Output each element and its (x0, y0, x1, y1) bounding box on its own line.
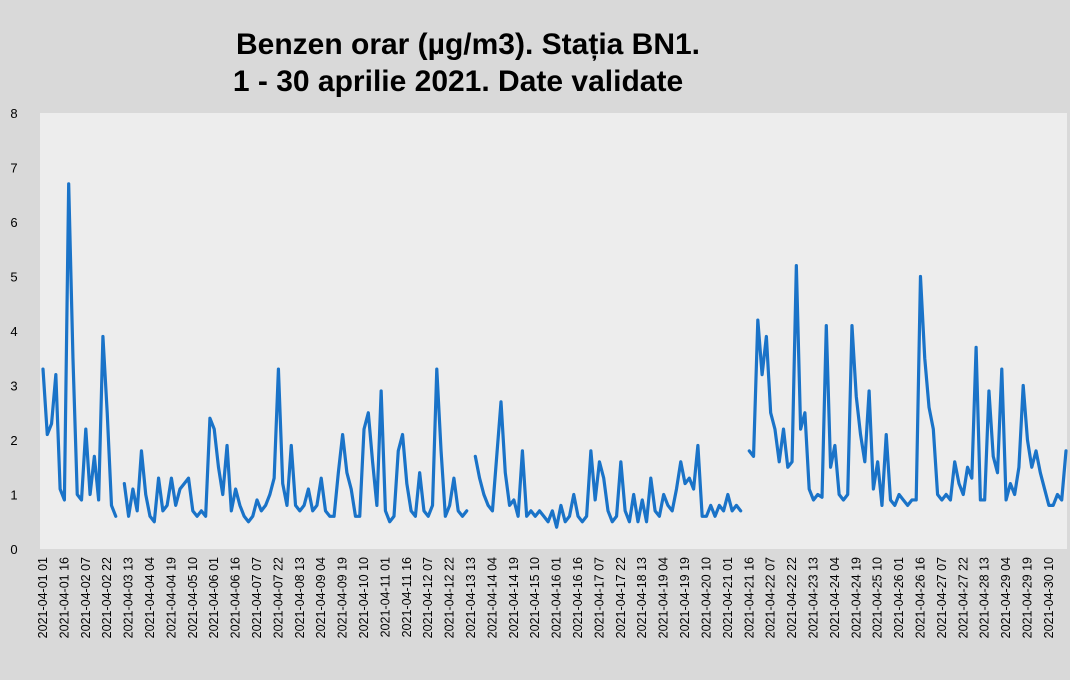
x-tick-label: 2021-04-21 16 (742, 557, 756, 638)
x-tick-label: 2021-04-09 04 (314, 557, 328, 638)
x-tick-label: 2021-04-09 19 (336, 557, 350, 638)
x-tick-label: 2021-04-16 01 (550, 557, 564, 638)
x-tick-label: 2021-04-11 16 (400, 557, 414, 637)
x-tick-label: 2021-04-04 19 (164, 557, 178, 638)
x-tick-label: 2021-04-02 22 (100, 557, 114, 638)
x-tick-label: 2021-04-26 16 (913, 557, 927, 638)
x-tick-label: 2021-04-05 10 (186, 557, 200, 638)
x-tick-label: 2021-04-19 04 (657, 557, 671, 638)
x-tick-label: 2021-04-04 04 (143, 557, 157, 638)
x-tick-label: 2021-04-20 10 (699, 557, 713, 638)
x-tick-label: 2021-04-13 13 (464, 557, 478, 638)
chart-subtitle: 1 - 30 aprilie 2021. Date validate (233, 65, 683, 98)
x-tick-label: 2021-04-01 16 (57, 557, 71, 638)
x-tick-label: 2021-04-08 13 (293, 557, 307, 638)
x-tick-label: 2021-04-24 19 (849, 557, 863, 638)
x-tick-label: 2021-04-06 01 (207, 557, 221, 638)
y-tick-label: 4 (10, 324, 17, 339)
x-tick-label: 2021-04-19 19 (678, 557, 692, 638)
x-tick-label: 2021-04-18 13 (635, 557, 649, 638)
y-tick-label: 1 (10, 488, 17, 503)
x-tick-label: 2021-04-28 13 (978, 557, 992, 638)
x-tick-label: 2021-04-27 07 (935, 557, 949, 638)
x-tick-label: 2021-04-17 07 (592, 557, 606, 638)
y-tick-label: 6 (10, 215, 17, 230)
x-tick-label: 2021-04-17 22 (614, 557, 628, 638)
x-tick-label: 2021-04-16 16 (571, 557, 585, 638)
y-tick-label: 3 (10, 379, 17, 394)
x-tick-label: 2021-04-03 13 (122, 557, 136, 638)
x-tick-label: 2021-04-22 07 (764, 557, 778, 638)
x-tick-label: 2021-04-22 22 (785, 557, 799, 638)
plot-area (40, 113, 1067, 549)
x-tick-label: 2021-04-23 13 (806, 557, 820, 638)
x-tick-label: 2021-04-24 04 (828, 557, 842, 638)
x-tick-label: 2021-04-02 07 (79, 557, 93, 638)
x-tick-label: 2021-04-25 10 (871, 557, 885, 638)
x-tick-label: 2021-04-12 07 (421, 557, 435, 638)
x-tick-label: 2021-04-10 10 (357, 557, 371, 638)
y-tick-label: 2 (10, 433, 17, 448)
y-tick-label: 7 (10, 161, 17, 176)
x-tick-label: 2021-04-14 04 (485, 557, 499, 638)
x-tick-label: 2021-04-12 22 (443, 557, 457, 638)
chart-title: Benzen orar (µg/m3). Stația BN1. (236, 28, 700, 61)
x-tick-label: 2021-04-29 19 (1020, 557, 1034, 638)
y-tick-label: 8 (10, 106, 17, 121)
x-tick-label: 2021-04-21 01 (721, 557, 735, 638)
x-tick-label: 2021-04-07 22 (271, 557, 285, 638)
data-line (41, 182, 1068, 529)
y-tick-label: 5 (10, 270, 17, 285)
x-tick-label: 2021-04-06 16 (229, 557, 243, 638)
y-tick-label: 0 (10, 542, 17, 557)
x-tick-label: 2021-04-01 01 (36, 557, 50, 638)
x-tick-label: 2021-04-07 07 (250, 557, 264, 638)
x-tick-label: 2021-04-15 10 (528, 557, 542, 638)
x-tick-label: 2021-04-14 19 (507, 557, 521, 638)
x-tick-label: 2021-04-26 01 (892, 557, 906, 638)
x-tick-label: 2021-04-27 22 (956, 557, 970, 638)
x-tick-label: 2021-04-30 10 (1042, 557, 1056, 638)
x-tick-label: 2021-04-29 04 (999, 557, 1013, 638)
x-tick-label: 2021-04-11 01 (378, 557, 392, 637)
